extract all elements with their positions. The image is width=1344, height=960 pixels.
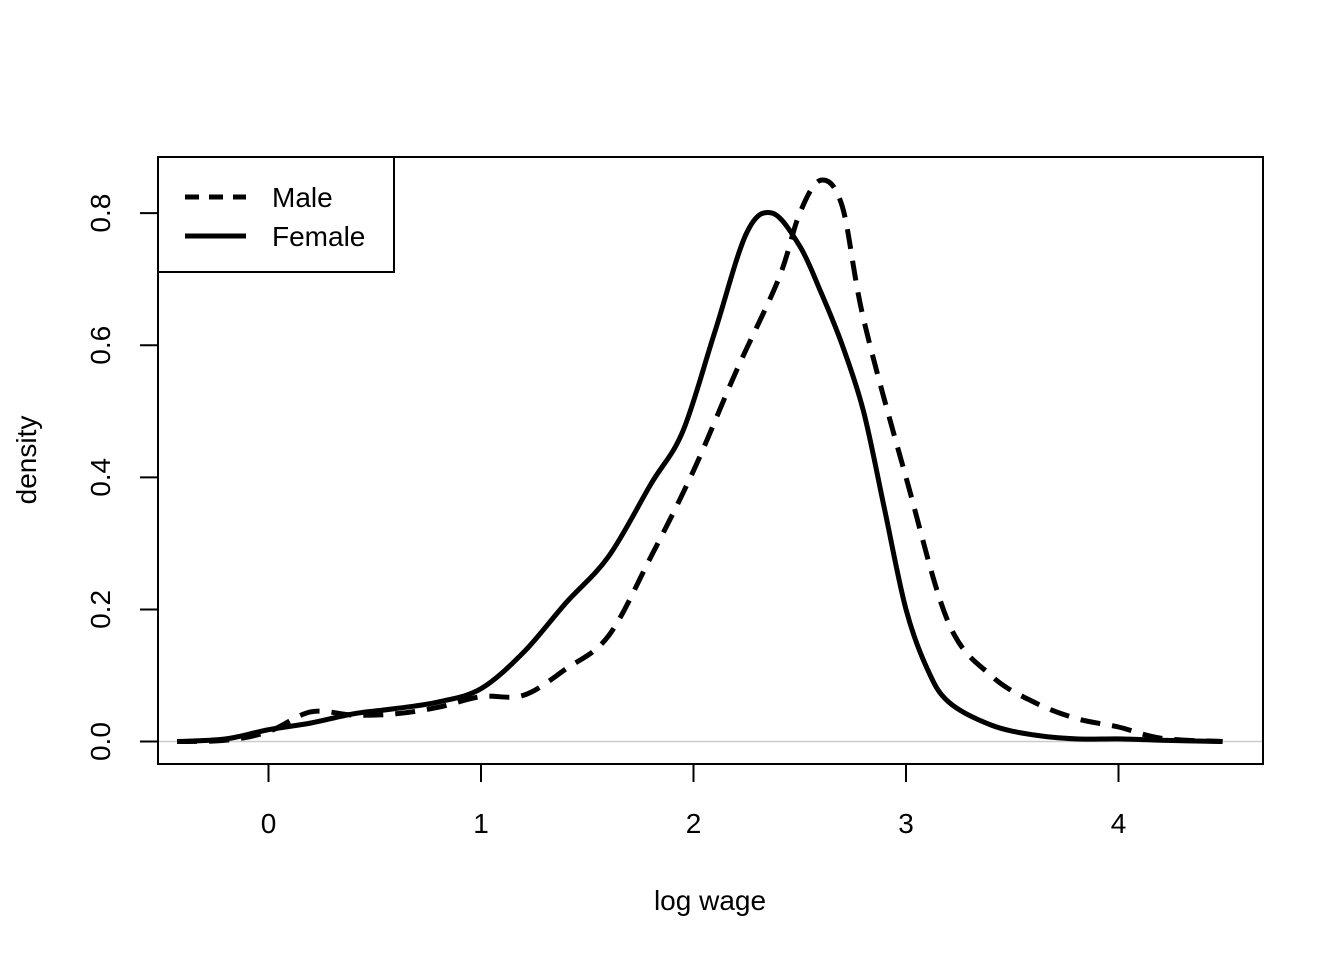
legend-box (157, 156, 395, 273)
x-tick-label: 1 (473, 808, 489, 839)
x-axis: 0 1 2 3 4 (261, 763, 1127, 839)
legend: Male Female (157, 156, 395, 273)
y-axis: 0.0 0.2 0.4 0.6 0.8 (85, 194, 159, 761)
y-tick-label: 0.0 (85, 722, 116, 761)
x-tick-label: 0 (261, 808, 277, 839)
legend-label-male: Male (272, 182, 333, 213)
x-tick-label: 2 (686, 808, 702, 839)
y-tick-label: 0.4 (85, 458, 116, 497)
series-line-male (177, 177, 1223, 744)
x-tick-label: 4 (1111, 808, 1127, 839)
y-tick-label: 0.2 (85, 590, 116, 629)
y-tick-label: 0.6 (85, 326, 116, 365)
legend-label-female: Female (272, 221, 365, 252)
x-tick-label: 3 (898, 808, 914, 839)
series-layer (176, 177, 1223, 744)
x-axis-label: log wage (654, 885, 766, 916)
series-line-female (176, 209, 1223, 744)
y-tick-label: 0.8 (85, 194, 116, 233)
y-axis-label: density (11, 416, 42, 505)
